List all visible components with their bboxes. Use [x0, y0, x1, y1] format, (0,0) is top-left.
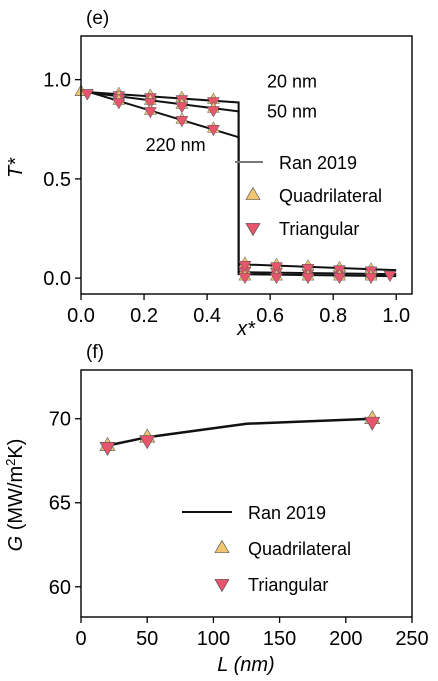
e-triangular-point: [270, 262, 283, 274]
panel-e: (e) 0.0 0.2 0.4 0.6 0.8 1.0 0.0 0.5 1.0 x* T* 20…: [5, 8, 413, 340]
e-ytick-label: 0.0: [43, 268, 71, 290]
e-triangular-point: [206, 106, 220, 118]
e-legend-quadrilateral-marker: [245, 186, 261, 200]
f-xtick-label: 150: [263, 628, 296, 650]
f-xtick-label: 0: [75, 628, 86, 650]
panel-f-ylabel-unit: (MW/m: [5, 466, 27, 536]
panel-f-ticks: 0 50 100 150 200 250 60 65 70: [49, 409, 429, 650]
panel-f-legend: Ran 2019 Quadrilateral Triangular: [182, 503, 351, 595]
f-xtick-label: 50: [136, 628, 158, 650]
e-thickness-annotation: 50 nm: [267, 101, 317, 121]
f-legend-label: Ran 2019: [248, 503, 326, 523]
f-xtick-label: 250: [395, 628, 428, 650]
panel-f-ylabel-sup: 2: [3, 459, 18, 466]
e-triangular-point: [238, 261, 252, 273]
panel-e-ylabel: T*: [5, 157, 27, 178]
panel-e-annotations: 20 nm 50 nm 220 nm: [146, 72, 317, 156]
e-legend-label: Triangular: [279, 219, 359, 239]
e-triangular-point: [80, 89, 94, 101]
panel-e-plot: [74, 84, 397, 285]
f-triangular-point: [364, 416, 381, 431]
f-ytick-label: 65: [49, 493, 71, 515]
panel-e-xlabel: x*: [236, 318, 256, 340]
e-triangular-point: [333, 272, 346, 285]
f-legend-triangular-marker: [214, 579, 230, 593]
e-legend-label: Quadrilateral: [279, 186, 382, 206]
f-legend-label: Triangular: [248, 575, 328, 595]
panel-f-label: (f): [86, 342, 104, 363]
e-ytick-label: 1.0: [43, 70, 71, 92]
e-ran2019-line: [80, 88, 397, 278]
e-triangular-point: [175, 102, 189, 114]
f-ran2019-line: [107, 417, 373, 447]
panel-f-frame: [80, 369, 413, 618]
f-ytick-label: 60: [49, 577, 71, 599]
e-triangular-point: [206, 125, 220, 137]
e-triangular-point: [383, 270, 397, 283]
f-xtick-label: 200: [329, 628, 362, 650]
e-thickness-annotation: 20 nm: [267, 72, 317, 92]
panel-f-xlabel: L (nm): [217, 654, 274, 676]
panel-e-label: (e): [86, 8, 109, 29]
panel-e-ticks: 0.0 0.2 0.4 0.6 0.8 1.0 0.0 0.5 1.0: [43, 70, 410, 327]
panel-f-ylabel: G (MW/m2K): [3, 439, 28, 552]
panel-f-ylabel-unit-end: K): [5, 439, 27, 459]
f-legend-quadrilateral-marker: [214, 539, 230, 553]
e-xtick-label: 0.2: [130, 305, 158, 327]
panel-e-legend: Ran 2019 Quadrilateral Triangular: [235, 153, 382, 239]
e-legend-label: Ran 2019: [279, 153, 357, 173]
e-triangular-point: [301, 272, 315, 285]
e-triangular-point: [175, 116, 189, 128]
f-triangular-point: [139, 435, 156, 450]
f-ytick-label: 70: [49, 409, 71, 431]
e-triangular-point: [238, 272, 252, 285]
panel-f-ylabel-symbol: G: [5, 536, 27, 552]
e-triangular-point: [112, 98, 126, 110]
e-triangular-point: [143, 107, 157, 119]
panel-e-frame: [80, 35, 413, 295]
e-ytick-label: 0.5: [43, 169, 71, 191]
f-triangular-point: [99, 442, 116, 456]
e-thickness-annotation: 220 nm: [146, 135, 206, 155]
e-xtick-label: 0.4: [193, 305, 221, 327]
e-xtick-label: 0.6: [256, 305, 284, 327]
e-xtick-label: 1.0: [382, 305, 410, 327]
panel-f: (f) 0 50 100 150 200 250 60 65 70 L (nm) G (MW/m…: [3, 342, 429, 676]
f-xtick-label: 100: [197, 628, 230, 650]
e-legend-triangular-marker: [245, 223, 261, 237]
e-xtick-label: 0.0: [67, 305, 95, 327]
e-triangular-point: [270, 272, 283, 285]
panel-f-plot: [99, 410, 381, 456]
f-legend-label: Quadrilateral: [248, 539, 351, 559]
e-xtick-label: 0.8: [319, 305, 347, 327]
e-triangular-point: [364, 272, 378, 285]
